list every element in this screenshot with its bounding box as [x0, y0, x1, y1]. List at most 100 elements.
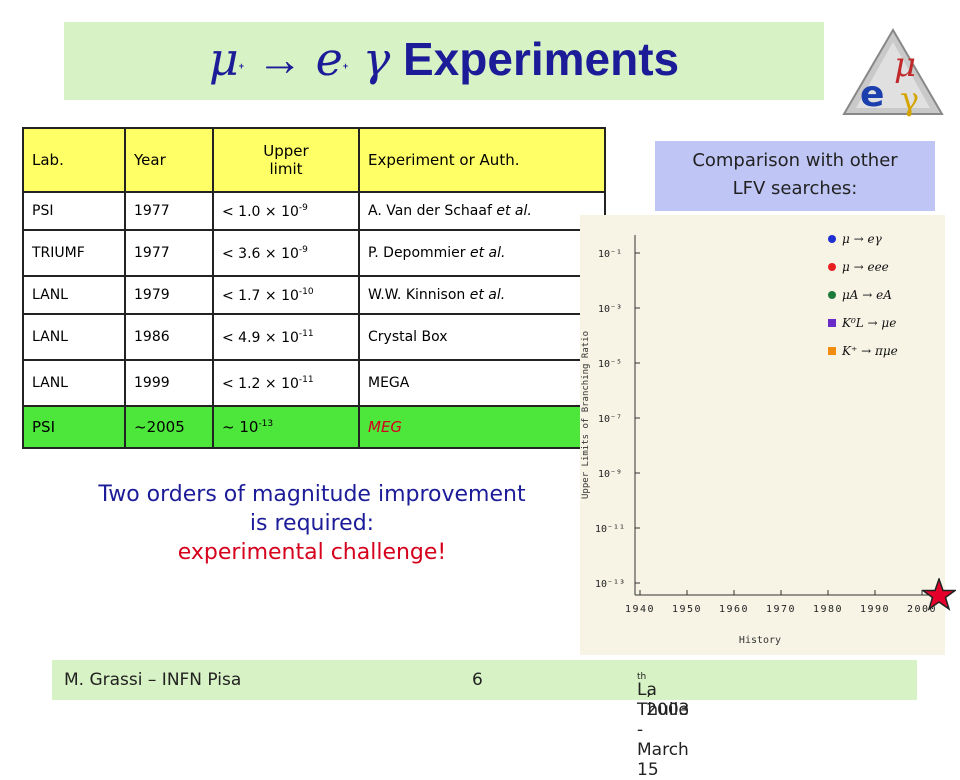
legend-label: μ → eγ [842, 232, 883, 246]
cell-author: A. Van der Schaaf et al. [358, 191, 606, 231]
cell-author: P. Depommier et al. [358, 229, 606, 277]
cell-author: W.W. Kinnison et al. [358, 275, 606, 315]
footer: M. Grassi – INFN Pisa 6 La Thuile - Marc… [52, 660, 917, 780]
cell-lab: LANL [22, 313, 126, 361]
author-suffix: et al. [465, 245, 506, 261]
comparison-line2: LFV searches: [732, 178, 858, 199]
meg-lab: PSI [22, 405, 126, 449]
cell-year: 1999 [124, 359, 214, 407]
footer-venue-sup: th [637, 672, 647, 682]
title-e: e [315, 32, 343, 86]
author-name: MEGA [368, 375, 410, 391]
limit-base: < 4.9 × 10 [222, 329, 299, 346]
cell-year: 1977 [124, 191, 214, 231]
plot-x-tick-label: 1940 [625, 604, 655, 615]
star-icon [922, 578, 956, 611]
title-gamma: γ [348, 32, 391, 86]
limit-exp: -11 [298, 328, 314, 339]
legend-label: μ → eee [842, 260, 889, 274]
cell-limit: < 1.2 × 10-11 [212, 359, 360, 407]
cell-limit: < 1.7 × 10-10 [212, 275, 360, 315]
author-suffix: et al. [491, 203, 532, 219]
table-row: LANL 1979 < 1.7 × 10-10 W.W. Kinnison et… [22, 275, 606, 315]
legend-marker [828, 291, 836, 299]
plot-y-tick-label: 10⁻¹³ [595, 579, 625, 590]
author-name: P. Depommier [368, 245, 466, 261]
message-line1: Two orders of magnitude improvement [98, 482, 526, 507]
meg-author: MEG [358, 405, 606, 449]
message-line2: is required: [249, 511, 375, 536]
improvement-message: Two orders of magnitude improvement is r… [62, 480, 562, 567]
author-name: W.W. Kinnison [368, 287, 466, 303]
legend-label: K⁰L → μe [841, 316, 896, 330]
plot-x-tick-label: 2000 [907, 604, 937, 615]
limit-base: < 3.6 × 10 [222, 245, 299, 262]
cell-author: Crystal Box [358, 313, 606, 361]
logo-e: e [860, 74, 884, 115]
table-row: PSI 1977 < 1.0 × 10-9 A. Van der Schaaf … [22, 191, 606, 231]
legend-marker [828, 319, 836, 327]
experiments-table: Lab. Year Upper limit Experiment or Auth.… [22, 127, 606, 449]
logo-mu: μ [894, 45, 916, 85]
cell-lab: PSI [22, 191, 126, 231]
meg-year: ~2005 [124, 405, 214, 449]
title-arrow: → [244, 33, 316, 85]
legend-label: K⁺ → πμe [841, 344, 898, 358]
header-limit-line2: limit [269, 160, 303, 178]
table-row: LANL 1986 < 4.9 × 10-11 Crystal Box [22, 313, 606, 361]
title-mu-charge: + [238, 61, 245, 71]
plot-x-tick-label: 1960 [719, 604, 749, 615]
cell-lab: LANL [22, 359, 126, 407]
plot-y-tick-label: 10⁻¹¹ [595, 524, 625, 535]
author-name: Crystal Box [368, 329, 448, 345]
comparison-line1: Comparison with other [692, 150, 898, 171]
legend-marker [828, 347, 836, 355]
limit-exp: -9 [298, 202, 308, 213]
author-suffix: et al. [465, 287, 506, 303]
header-lab: Lab. [22, 127, 126, 193]
comparison-box: Comparison with other LFV searches: [655, 141, 935, 211]
limit-exp: -9 [298, 244, 308, 255]
limit-exp: -10 [298, 286, 314, 297]
title-text: Experiments [390, 33, 680, 85]
slide-title: μ+ → e+ γ Experiments [64, 32, 824, 86]
limit-base: < 1.2 × 10 [222, 375, 299, 392]
plot-x-tick-label: 1970 [766, 604, 796, 615]
plot-y-tick-label: 10⁻⁹ [598, 469, 622, 480]
lfv-history-plot: 10⁻¹ 10⁻³ 10⁻⁵ 10⁻⁷ 10⁻⁹ 10⁻¹¹ 10⁻¹³ 1940 1950 19… [580, 215, 945, 655]
title-mu: μ [208, 32, 239, 86]
header-limit: Upper limit [212, 127, 360, 193]
title-e-charge: + [342, 61, 349, 71]
footer-venue-suffix: , 2003 [646, 680, 690, 720]
plot-y-label: Upper Limits of Branching Ratio [581, 331, 591, 499]
meg-row: PSI ~2005 ~ 10-13 MEG [22, 405, 606, 449]
plot-y-tick-label: 10⁻⁵ [598, 359, 622, 370]
cell-year: 1986 [124, 313, 214, 361]
header-year: Year [124, 127, 214, 193]
meg-logo: μ e γ [842, 28, 944, 118]
author-name: A. Van der Schaaf [368, 203, 492, 219]
plot-y-tick-label: 10⁻¹ [598, 249, 622, 260]
header-limit-line1: Upper [263, 142, 309, 160]
table-row: LANL 1999 < 1.2 × 10-11 MEGA [22, 359, 606, 407]
logo-gamma: γ [900, 80, 919, 118]
limit-base: < 1.7 × 10 [222, 287, 299, 304]
cell-author: MEGA [358, 359, 606, 407]
plot-x-tick-label: 1980 [813, 604, 843, 615]
plot-x-tick-label: 1950 [672, 604, 702, 615]
message-line3: experimental challenge! [177, 540, 447, 565]
plot-y-tick-label: 10⁻³ [598, 304, 622, 315]
table-header-row: Lab. Year Upper limit Experiment or Auth. [22, 127, 606, 193]
meg-limit-base: ~ 10 [222, 418, 259, 436]
table-row: TRIUMF 1977 < 3.6 × 10-9 P. Depommier et… [22, 229, 606, 277]
cell-year: 1979 [124, 275, 214, 315]
cell-limit: < 4.9 × 10-11 [212, 313, 360, 361]
legend-marker [828, 263, 836, 271]
legend-marker [828, 235, 836, 243]
cell-year: 1977 [124, 229, 214, 277]
limit-base: < 1.0 × 10 [222, 203, 299, 220]
plot-x-tick-label: 1990 [860, 604, 890, 615]
cell-lab: LANL [22, 275, 126, 315]
meg-limit: ~ 10-13 [212, 405, 360, 449]
